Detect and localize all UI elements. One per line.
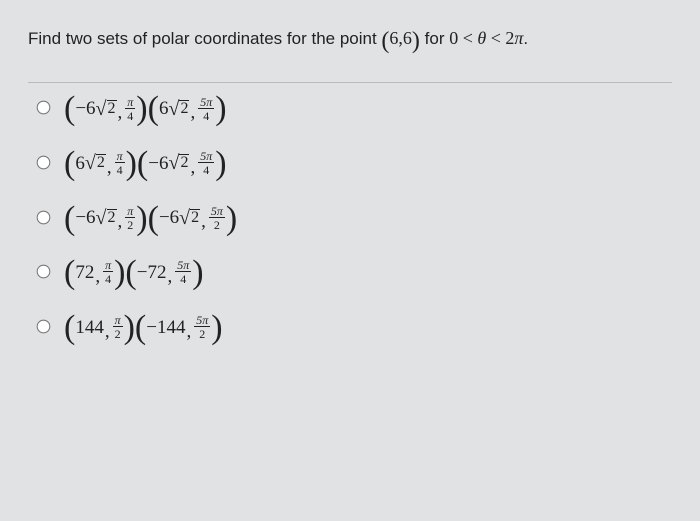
- option-c-radio[interactable]: [37, 210, 51, 224]
- option-b-math: ( 6√2 , π4 )( −6√2 , 5π4 ): [64, 148, 227, 179]
- question-text: Find two sets of polar coordinates for t…: [28, 22, 672, 60]
- option-a-radio[interactable]: [37, 101, 51, 115]
- option-e[interactable]: ( 144 , π2 )( −144 , 5π2 ): [32, 312, 672, 343]
- option-d-radio[interactable]: [37, 265, 51, 279]
- option-a-math: ( −6√2 , π4 )( 6√2 , 5π4 ): [64, 93, 227, 124]
- options-list: ( −6√2 , π4 )( 6√2 , 5π4 ) ( 6√2 , π4 )(…: [28, 93, 672, 342]
- divider: [28, 82, 672, 83]
- point-coords: (6,6): [381, 28, 420, 48]
- option-c-math: ( −6√2 , π2 )( −6√2 , 5π2 ): [64, 203, 237, 234]
- option-c[interactable]: ( −6√2 , π2 )( −6√2 , 5π2 ): [32, 203, 672, 234]
- theta-range: 0 < θ < 2π: [449, 28, 523, 48]
- question-mid: for: [420, 29, 449, 48]
- question-container: Find two sets of polar coordinates for t…: [0, 0, 700, 352]
- option-a[interactable]: ( −6√2 , π4 )( 6√2 , 5π4 ): [32, 93, 672, 124]
- option-e-math: ( 144 , π2 )( −144 , 5π2 ): [64, 312, 223, 343]
- option-b-radio[interactable]: [37, 156, 51, 170]
- question-prefix: Find two sets of polar coordinates for t…: [28, 29, 381, 48]
- option-b[interactable]: ( 6√2 , π4 )( −6√2 , 5π4 ): [32, 148, 672, 179]
- option-d[interactable]: ( 72 , π4 )( −72 , 5π4 ): [32, 257, 672, 288]
- option-e-radio[interactable]: [37, 319, 51, 333]
- option-d-math: ( 72 , π4 )( −72 , 5π4 ): [64, 257, 204, 288]
